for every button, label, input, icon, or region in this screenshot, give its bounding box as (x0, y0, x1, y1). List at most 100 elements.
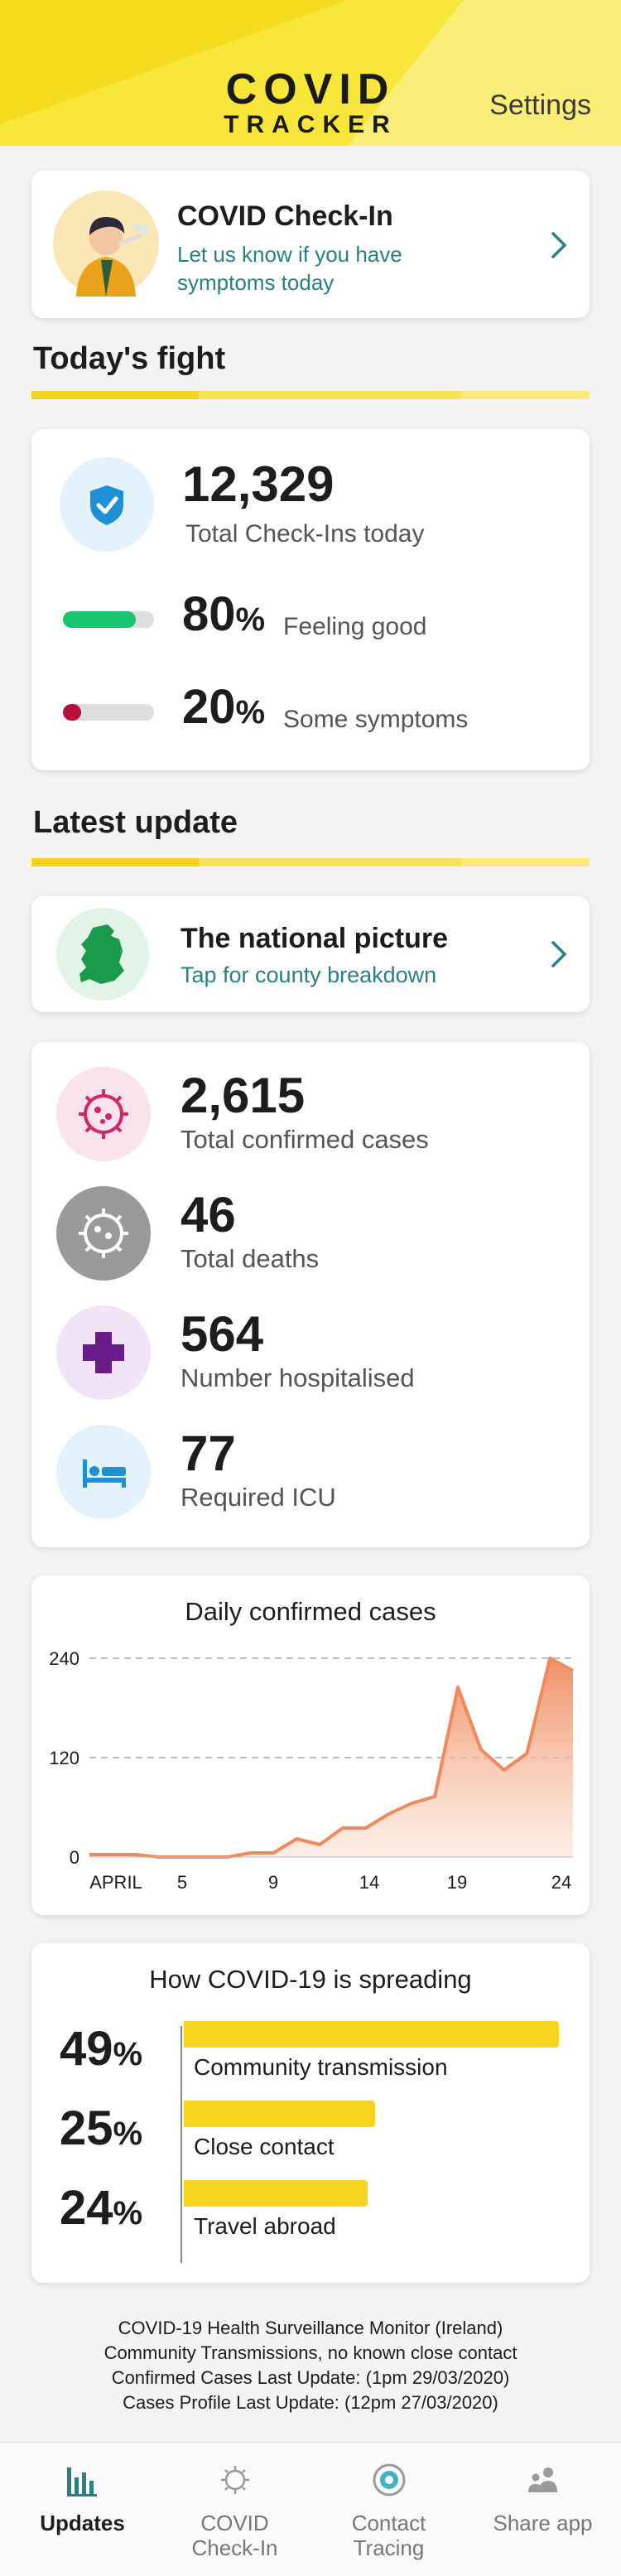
percent-sign: % (113, 2036, 143, 2072)
shield-check-icon (90, 485, 123, 525)
spread-value: 24 (60, 2181, 113, 2235)
chart-y-tick-label: 240 (49, 1648, 79, 1669)
virus-grey-icon (79, 1208, 128, 1258)
section-divider (31, 858, 590, 866)
nav-share-label: Share app (493, 2511, 593, 2535)
spread-bar-close-contact (184, 2101, 375, 2127)
nav-contact-tracing[interactable]: Contact Tracing (311, 2443, 466, 2576)
chart-x-tick-label: APRIL (89, 1872, 142, 1893)
bed-icon (83, 1459, 126, 1488)
todays-fight-card: 12,329 Total Check-Ins today 80% Feeling… (31, 429, 590, 770)
hospitalised-value: 564 (181, 1306, 264, 1362)
chart-y-tick-label: 120 (49, 1748, 79, 1768)
medical-cross-icon (83, 1332, 124, 1373)
people-icon (528, 2467, 557, 2492)
spread-label-close-contact: Close contact (194, 2134, 335, 2159)
footer-line: Community Transmissions, no known close … (104, 2342, 518, 2363)
nav-tracing-line2: Tracing (353, 2535, 425, 2560)
nav-covid-checkin[interactable]: COVID Check-In (157, 2443, 312, 2576)
nav-updates-label: Updates (40, 2511, 125, 2535)
data-source-footer: COVID-19 Health Surveillance Monitor (Ir… (0, 2316, 621, 2415)
total-checkins-value: 12,329 (182, 456, 335, 512)
national-picture-title: The national picture (181, 923, 449, 954)
header-decoration (0, 0, 621, 146)
chevron-right-icon (551, 232, 567, 258)
spreading-card: How COVID-19 is spreading 49% Community … (31, 1943, 590, 2283)
app-header: COVID TRACKER Settings (0, 0, 621, 146)
percent-sign: % (235, 601, 266, 638)
deaths-badge (56, 1186, 151, 1281)
percent-sign: % (113, 2195, 143, 2231)
chevron-right-icon (551, 941, 567, 967)
chart-title: Daily confirmed cases (185, 1597, 436, 1626)
stats-card: 2,615 Total confirmed cases 46 Total dea… (31, 1042, 590, 1547)
footer-line: Cases Profile Last Update: (12pm 27/03/2… (123, 2392, 498, 2413)
checkin-subtitle: Let us know if you have symptoms today (177, 242, 402, 295)
spread-percent-travel: 24% (60, 2180, 142, 2236)
daily-cases-chart-card: Daily confirmed cases 0 120 240 APRIL 5 9 14 19… (31, 1575, 590, 1915)
nav-tracing-label: Contact Tracing (311, 2511, 466, 2560)
contact-tracing-icon (373, 2463, 406, 2496)
chart-x-tick-label: 19 (447, 1872, 467, 1893)
total-checkins-label: Total Check-Ins today (185, 520, 425, 548)
chart-y-tick-label: 0 (70, 1847, 79, 1868)
spreading-axis (181, 2026, 182, 2263)
symptoms-bar (63, 704, 154, 721)
chart-x-tick-label: 5 (177, 1872, 187, 1893)
spread-percent-community: 49% (60, 2021, 142, 2077)
nav-checkin-label: COVID Check-In (157, 2511, 312, 2560)
app-logo: COVID TRACKER (215, 68, 406, 137)
spread-label-travel: Travel abroad (194, 2213, 336, 2239)
map-badge (56, 908, 149, 1001)
nav-share-app[interactable]: Share app (465, 2443, 620, 2576)
spread-bar-community (184, 2021, 559, 2048)
symptoms-value: 20 (182, 680, 236, 734)
chart-x-tick-label: 24 (551, 1872, 571, 1893)
icu-badge (56, 1425, 151, 1519)
section-divider (31, 391, 590, 399)
chart-area (89, 1658, 573, 1857)
virus-outline-icon (221, 2466, 249, 2494)
percent-sign: % (113, 2115, 143, 2152)
bottom-nav: Updates COVID Check-In Contact Tracing (0, 2442, 621, 2576)
spread-percent-close-contact: 25% (60, 2101, 142, 2156)
hospitalised-label: Number hospitalised (181, 1363, 415, 1392)
symptoms-label: Some symptoms (283, 706, 469, 733)
feeling-good-bar-fill (63, 611, 136, 628)
feeling-good-bar (63, 611, 154, 628)
icu-label: Required ICU (181, 1483, 336, 1512)
spread-label-community: Community transmission (194, 2054, 448, 2080)
shield-badge (60, 457, 154, 552)
feeling-good-value: 80 (182, 587, 236, 641)
checkin-title: COVID Check-In (177, 200, 393, 232)
national-picture-subtitle: Tap for county breakdown (181, 962, 437, 987)
confirmed-cases-badge (56, 1067, 151, 1161)
bar-chart-icon (67, 2467, 97, 2496)
deaths-value: 46 (181, 1187, 236, 1242)
confirmed-cases-value: 2,615 (181, 1068, 306, 1123)
virus-icon (79, 1089, 128, 1139)
section-title-latest-update: Latest update (33, 805, 238, 840)
ireland-map-icon (79, 924, 124, 984)
spread-value: 49 (60, 2022, 113, 2076)
symptoms-percent: 20% (182, 679, 265, 735)
national-picture-card[interactable]: The national picture Tap for county brea… (31, 896, 590, 1012)
chart-x-tick-label: 9 (268, 1872, 278, 1893)
nav-checkin-line1: COVID (200, 2511, 269, 2535)
settings-link[interactable]: Settings (489, 89, 591, 121)
daily-cases-chart: 0 120 240 APRIL 5 9 14 19 24 (49, 1648, 574, 1893)
spread-bar-travel (184, 2180, 368, 2207)
checkin-card[interactable]: COVID Check-In Let us know if you have s… (31, 171, 590, 318)
person-thermometer-icon (53, 191, 159, 297)
nav-tracing-line1: Contact (351, 2511, 426, 2535)
nav-updates[interactable]: Updates (5, 2443, 160, 2576)
confirmed-cases-label: Total confirmed cases (181, 1125, 429, 1154)
footer-line: COVID-19 Health Surveillance Monitor (Ir… (118, 2318, 503, 2338)
chart-x-tick-label: 14 (359, 1872, 379, 1893)
icu-value: 77 (181, 1425, 236, 1481)
hospitalised-badge (56, 1305, 151, 1400)
footer-line: Confirmed Cases Last Update: (1pm 29/03/… (111, 2367, 510, 2388)
feeling-good-percent: 80% (182, 586, 265, 642)
spreading-title: How COVID-19 is spreading (149, 1965, 472, 1994)
spread-value: 25 (60, 2101, 113, 2155)
